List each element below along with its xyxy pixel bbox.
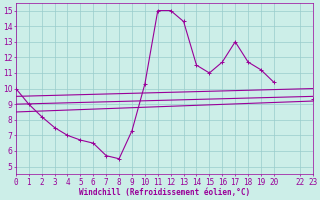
X-axis label: Windchill (Refroidissement éolien,°C): Windchill (Refroidissement éolien,°C) xyxy=(79,188,250,197)
